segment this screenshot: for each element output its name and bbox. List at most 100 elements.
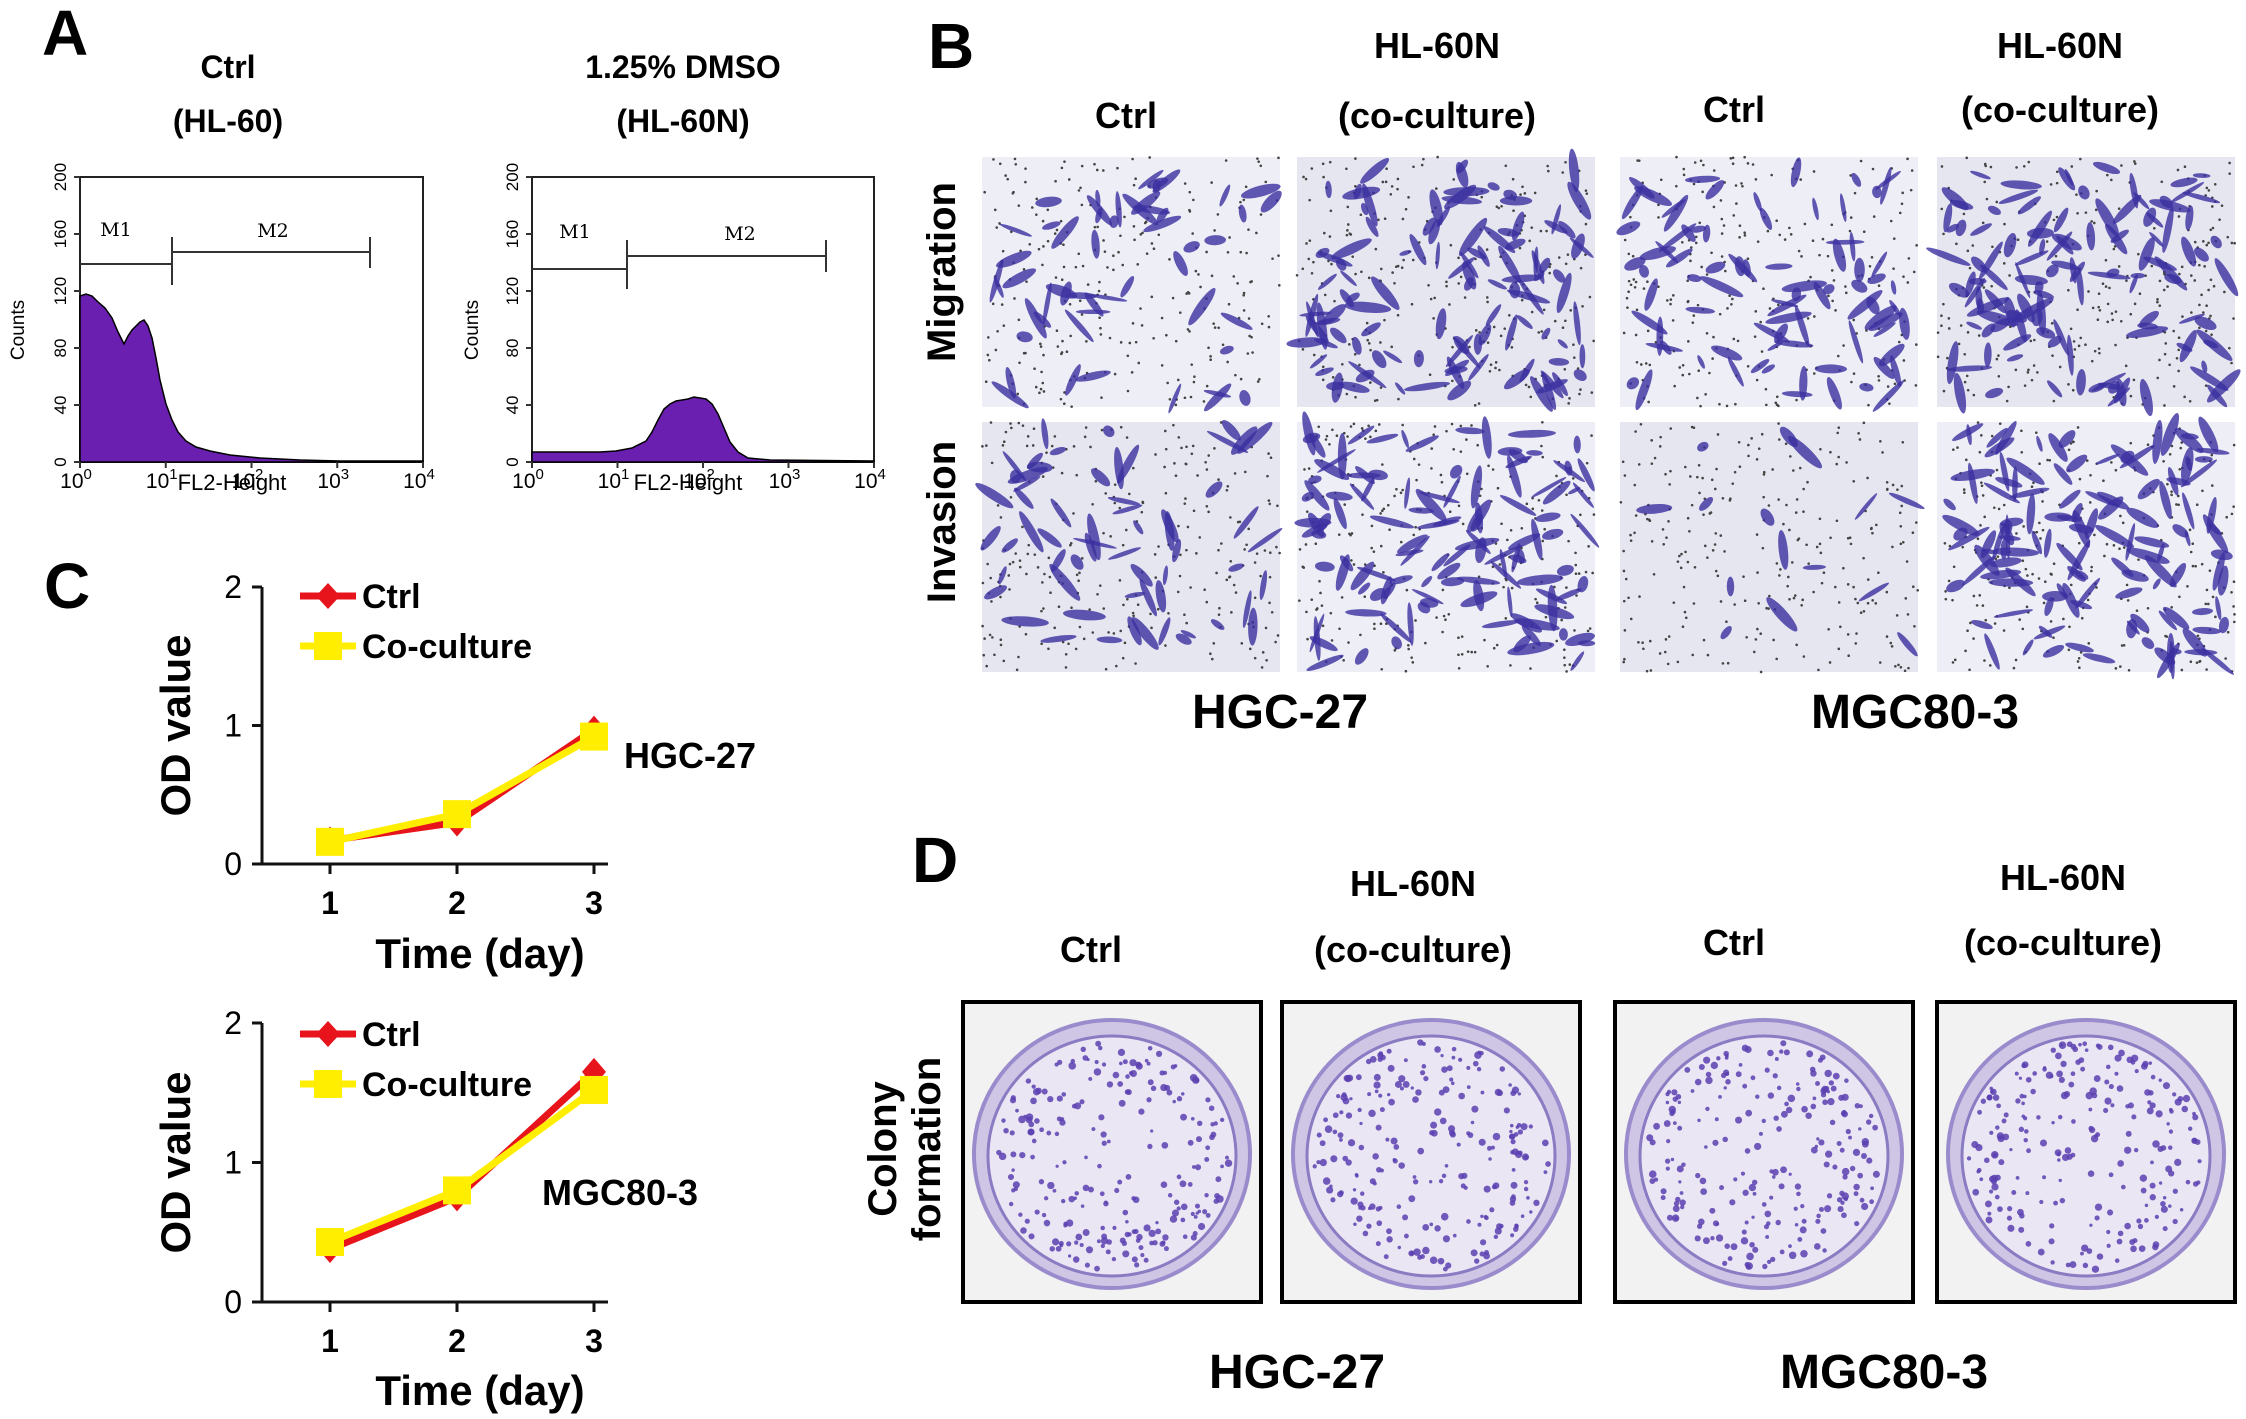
micrograph-pore xyxy=(1692,602,1696,605)
stained-cell xyxy=(2182,492,2195,530)
micrograph-pore xyxy=(1134,177,1137,181)
stained-cell xyxy=(1037,528,1062,548)
micrograph-pore xyxy=(1806,317,1810,320)
stained-cell xyxy=(1686,274,1702,283)
micrograph-pore xyxy=(1712,169,1716,172)
micrograph-pore xyxy=(1686,560,1690,564)
stained-cell xyxy=(2042,591,2069,602)
micrograph-pore xyxy=(2018,618,2022,621)
micrograph-pore xyxy=(1079,186,1082,190)
micrograph-pore xyxy=(1047,647,1050,651)
colony xyxy=(1836,1197,1843,1203)
colony xyxy=(1025,1078,1032,1084)
micrograph-pore xyxy=(2188,528,2192,532)
stained-cell xyxy=(1854,257,1865,282)
micrograph-pore xyxy=(2114,667,2118,670)
colony xyxy=(1434,1225,1441,1232)
colony xyxy=(1100,1243,1105,1249)
colony xyxy=(1074,1191,1079,1196)
micrograph-pore xyxy=(1349,425,1353,428)
micrograph-pore xyxy=(2097,305,2101,309)
micrograph-pore xyxy=(1731,297,1734,301)
micrograph-pore xyxy=(1121,656,1125,660)
colony xyxy=(2107,1044,2114,1051)
stained-cell xyxy=(1578,640,1596,647)
micrograph-pore xyxy=(1461,522,1465,526)
micrograph-pore xyxy=(1323,293,1327,297)
legend-marker-co-culture xyxy=(314,632,342,660)
micrograph-pore xyxy=(2026,574,2029,577)
micrograph-pore xyxy=(2041,500,2044,503)
data-point-co-culture xyxy=(443,800,471,829)
colony xyxy=(2150,1074,2156,1080)
micrograph-pore xyxy=(1837,455,1840,459)
micrograph-pore xyxy=(1002,659,1006,663)
micrograph-pore xyxy=(1728,294,1731,298)
colony xyxy=(1190,1211,1195,1217)
micrograph-pore xyxy=(1993,622,1997,625)
micrograph-pore xyxy=(2032,481,2035,485)
colony xyxy=(1181,1092,1185,1096)
micrograph-pore xyxy=(2230,241,2234,245)
micrograph-pore xyxy=(1622,569,1626,573)
micrograph-pore xyxy=(1886,385,1890,388)
micrograph-pore xyxy=(1390,345,1394,349)
micrograph-pore xyxy=(1584,570,1588,574)
micrograph-pore xyxy=(1700,265,1703,269)
micrograph-pore xyxy=(1966,629,1969,633)
micrograph-pore xyxy=(1691,653,1695,657)
micrograph-pore xyxy=(1914,384,1918,387)
micrograph-pore xyxy=(1210,274,1214,278)
micrograph-pore xyxy=(1942,302,1945,306)
colony xyxy=(2069,1261,2077,1269)
micrograph-pore xyxy=(1995,200,1999,204)
stained-cell xyxy=(1872,380,1904,412)
micrograph-pore xyxy=(1915,343,1918,346)
micrograph-pore xyxy=(1702,513,1705,516)
micrograph-pore xyxy=(1037,247,1041,251)
histogram-right-gates xyxy=(532,240,827,289)
micrograph-pore xyxy=(2020,450,2024,454)
colony xyxy=(1648,1170,1657,1178)
micrograph-pore xyxy=(1373,399,1377,402)
micrograph-pore xyxy=(1852,318,1856,322)
micrograph-pore xyxy=(1067,642,1070,646)
colony xyxy=(1088,1076,1093,1081)
colony xyxy=(1093,1068,1102,1076)
micrograph-pore xyxy=(2183,395,2186,399)
micrograph-pore xyxy=(1893,382,1897,386)
micrograph-pore xyxy=(1972,637,1975,640)
micrograph-pore xyxy=(1877,374,1880,378)
stained-cell xyxy=(1639,246,1676,261)
colony xyxy=(1839,1147,1845,1153)
micrograph-pore xyxy=(1321,162,1325,166)
stained-cell xyxy=(1456,576,1501,585)
stained-cell xyxy=(1460,251,1479,279)
micrograph-pore xyxy=(1240,642,1244,645)
micrograph-pore xyxy=(1264,626,1268,630)
micrograph-pore xyxy=(1112,268,1115,272)
micrograph-pore xyxy=(1259,164,1263,168)
micrograph-pore xyxy=(1103,250,1107,253)
colony xyxy=(1171,1209,1179,1217)
micrograph-pore xyxy=(1885,480,1889,484)
micrograph-pore xyxy=(2069,327,2073,331)
micrograph-pore xyxy=(2179,446,2183,450)
colony xyxy=(2140,1187,2147,1194)
stained-cell xyxy=(1941,187,1969,211)
micrograph-pore xyxy=(1184,497,1187,500)
micrograph-pore xyxy=(2076,426,2080,429)
micrograph-pore xyxy=(2111,318,2114,322)
stained-cell xyxy=(1458,217,1488,257)
micrograph-pore xyxy=(1635,308,1639,312)
colony xyxy=(2001,1118,2007,1124)
micrograph-pore xyxy=(1236,282,1239,285)
micrograph-pore xyxy=(1209,652,1212,656)
colony xyxy=(1098,1045,1103,1051)
micrograph-pore xyxy=(1712,205,1716,209)
colony xyxy=(2053,1200,2058,1206)
data-point-co-culture xyxy=(316,827,344,856)
micrograph-pore xyxy=(1777,303,1780,307)
micrograph-pore xyxy=(1529,667,1532,670)
stained-cell xyxy=(1164,511,1175,551)
